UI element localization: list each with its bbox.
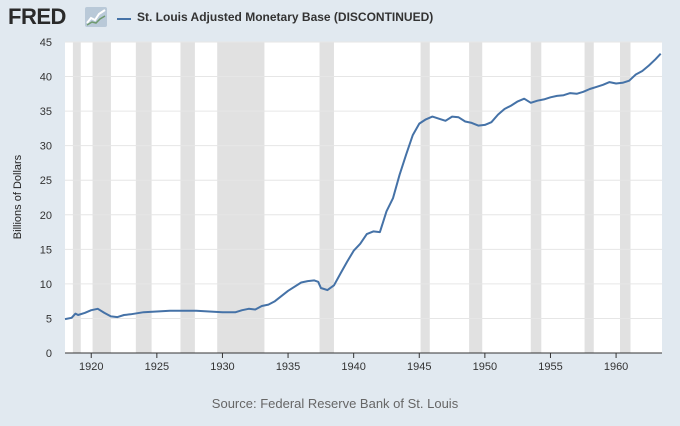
chart-header: FRED St. Louis Adjusted Monetary Base (D…: [0, 0, 680, 36]
y-tick-label: 0: [46, 348, 52, 360]
y-tick-label: 15: [40, 244, 52, 256]
y-tick-label: 35: [40, 106, 52, 118]
recession-band: [530, 42, 542, 353]
recession-band: [92, 42, 111, 353]
y-tick-label: 30: [40, 141, 52, 153]
y-tick-label: 20: [40, 210, 52, 222]
x-tick-label: 1920: [79, 361, 103, 373]
x-tick-label: 1935: [276, 361, 300, 373]
recession-band: [135, 42, 152, 353]
x-tick-label: 1925: [145, 361, 169, 373]
recession-band: [584, 42, 594, 353]
series-line: [64, 53, 662, 321]
recession-band: [319, 42, 334, 353]
legend-line-swatch: [117, 18, 131, 20]
recession-band: [217, 42, 265, 353]
recession-band: [72, 42, 81, 353]
y-tick-label: 45: [40, 37, 52, 49]
x-tick-label: 1955: [538, 361, 562, 373]
chart-trend-icon: [85, 7, 107, 27]
x-tick-label: 1945: [407, 361, 431, 373]
y-tick-label: 5: [46, 313, 52, 325]
y-tick-label: 10: [40, 279, 52, 291]
recession-band: [180, 42, 195, 353]
x-tick-label: 1940: [341, 361, 365, 373]
x-tick-label: 1930: [210, 361, 234, 373]
fred-logo[interactable]: FRED: [8, 4, 66, 29]
source-note: Source: Federal Reserve Bank of St. Loui…: [211, 396, 459, 411]
plot-area: [65, 42, 662, 353]
recession-band: [420, 42, 430, 353]
x-tick-label: 1960: [604, 361, 628, 373]
y-tick-label: 25: [40, 175, 52, 187]
y-tick-label: 40: [40, 72, 52, 84]
legend-series-label[interactable]: St. Louis Adjusted Monetary Base (DISCON…: [137, 10, 434, 24]
recession-band: [469, 42, 483, 353]
x-tick-label: 1950: [473, 361, 497, 373]
recession-band: [620, 42, 631, 353]
